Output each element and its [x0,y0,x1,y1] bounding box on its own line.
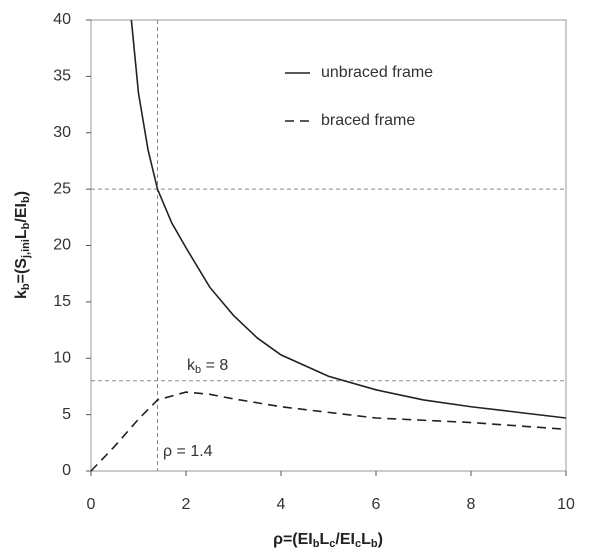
label-sub: b [371,538,378,550]
label-sub: b [313,538,320,550]
x-tick-label: 10 [557,496,575,513]
label-part: ) [378,531,383,548]
y-tick-label: 35 [53,68,71,85]
label-sub: b [20,222,32,229]
x-tick-label: 6 [372,496,381,513]
y-tick-label: 5 [62,406,71,423]
y-tick-label: 25 [53,180,71,197]
label-sub: b [20,283,32,290]
x-tick-label: 4 [277,496,286,513]
y-tick-label: 40 [53,11,71,28]
label-part: L [319,531,329,548]
label-sub: c [355,538,361,550]
label-part: ρ=(EI [273,531,313,548]
label-part: L [13,229,30,239]
plot-frame [90,19,567,472]
y-tick-label: 15 [53,293,71,310]
y-tick-label: 20 [53,237,71,254]
series-line [130,19,567,419]
annotation-sub: b [195,364,201,376]
label-part: /EI [13,203,30,223]
label-part: /EI [335,531,355,548]
label-part: =(S [13,258,30,284]
y-tick-label: 10 [53,349,71,366]
y-tick-label: 0 [62,462,71,479]
annotation: ρ = 1.4 [163,443,213,460]
legend-label: unbraced frame [321,64,433,81]
annotation-part: = 8 [201,357,228,374]
x-tick-label: 2 [182,496,191,513]
label-part: k [13,290,30,299]
series-line [90,391,567,472]
y-axis-title: kb=(Sj,iniLb/EIb) [13,191,32,299]
label-sub: c [329,538,335,550]
label-part: ) [13,191,30,196]
label-part: L [361,531,371,548]
x-tick-label: 0 [87,496,96,513]
label-sub: b [20,196,32,203]
label-sub: j,ini [20,239,32,259]
y-tick-label: 30 [53,124,71,141]
annotation-part: k [187,357,196,374]
x-tick-label: 8 [467,496,476,513]
legend-label: braced frame [321,112,415,129]
x-axis-title: ρ=(EIbLc/EIcLb) [273,531,383,550]
annotation: kb = 8 [187,357,228,376]
